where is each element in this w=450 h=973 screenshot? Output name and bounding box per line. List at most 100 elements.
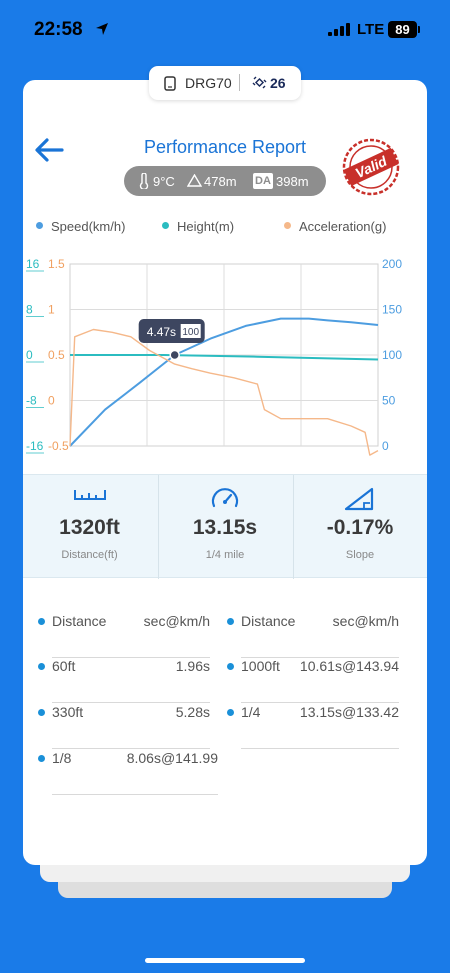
satellite-icon [252, 76, 267, 89]
ruler-icon [73, 490, 106, 500]
split-label: 60ft [52, 658, 76, 674]
stat-distance-value: 1320ft [59, 516, 120, 539]
legend-dot-acceleration [284, 222, 291, 229]
marker-badge-bg [180, 324, 201, 338]
legend-item-height[interactable]: Height(m) [162, 219, 234, 234]
page-title: Performance Report [143, 137, 307, 157]
divider [52, 794, 218, 795]
acceleration-axis-tick: 1.5 [48, 257, 65, 271]
legend-label-speed: Speed(km/h) [51, 219, 126, 234]
legend-label-acceleration: Acceleration(g) [299, 219, 387, 234]
back-arrow-icon[interactable] [34, 137, 64, 163]
split-row-330ft: 330ft 5.28s [38, 704, 210, 749]
stat-slope-value: -0.17% [326, 516, 394, 539]
split-row-quarter: 1/4 13.15s@133.42 [227, 704, 399, 749]
speed-axis-tick: 100 [382, 348, 402, 362]
device-pill[interactable]: DRG70 26 [149, 66, 301, 100]
speed-axis-tick: 150 [382, 303, 402, 317]
valid-stamp: Valid [342, 138, 400, 196]
splits-header-right: Distance sec@km/h [227, 613, 399, 658]
split-value: sec@km/h [143, 613, 210, 629]
acceleration-line [69, 328, 379, 456]
split-value: 8.06s@141.99 [126, 750, 218, 766]
stat-slope-label: Slope [345, 549, 375, 561]
split-value: 5.28s [175, 704, 210, 720]
conditions-pill: 9°C 478m DA 398m [124, 166, 326, 196]
da-badge: DA [253, 173, 273, 189]
status-time: 22:58 [34, 19, 83, 40]
performance-chart[interactable]: 16 8 0 -8 -16 1.5 1 0.5 0 -0.5 200 150 100 50 0 4.47s 10… [0, 250, 450, 460]
acceleration-axis-tick: 1 [48, 303, 55, 317]
device-icon [164, 76, 176, 91]
legend-label-height: Height(m) [177, 219, 235, 234]
device-name: DRG70 [185, 75, 232, 91]
home-indicator [145, 958, 305, 963]
speed-axis-tick: 200 [382, 257, 402, 271]
split-row-1000ft: 1000ft 10.61s@143.94 [227, 658, 399, 703]
battery-cap [418, 26, 420, 33]
bullet-dot [38, 663, 45, 670]
card-stack-back [58, 878, 392, 898]
split-row-eighth: 1/8 8.06s@141.99 [38, 750, 218, 795]
chart-legend: Speed(km/h) Height(m) Acceleration(g) [36, 219, 396, 239]
legend-dot-height [162, 222, 169, 229]
acceleration-axis-tick: 0 [48, 394, 55, 408]
bullet-dot [38, 755, 45, 762]
bullet-dot [38, 618, 45, 625]
legend-dot-speed [36, 222, 43, 229]
height-axis-tick: -8 [26, 394, 37, 408]
divider [52, 657, 210, 658]
split-value: 13.15s@133.42 [299, 704, 399, 720]
stat-time-value: 13.15s [192, 516, 258, 539]
split-value: sec@km/h [332, 613, 399, 629]
network-label: LTE [357, 21, 385, 38]
split-label: Distance [52, 613, 107, 629]
bullet-dot [227, 709, 234, 716]
divider [241, 748, 399, 749]
bullet-dot [227, 663, 234, 670]
divider [241, 657, 399, 658]
height-axis-tick: -16 [26, 439, 44, 453]
split-row-60ft: 60ft 1.96s [38, 658, 210, 703]
acceleration-axis-tick: -0.5 [48, 439, 69, 453]
divider [52, 748, 210, 749]
marker-point [169, 349, 180, 361]
thermometer-icon [139, 173, 149, 189]
bullet-dot [227, 618, 234, 625]
splits-header-left: Distance sec@km/h [38, 613, 210, 658]
altitude: 478m [204, 174, 237, 189]
stat-slope: -0.17% Slope [293, 475, 426, 579]
signal-icon [328, 23, 350, 36]
stat-time-label: 1/4 mile [205, 549, 245, 561]
battery-icon: 89 [388, 21, 417, 38]
height-axis-tick: 16 [26, 257, 40, 271]
acceleration-axis-tick: 0.5 [48, 348, 65, 362]
split-label: 1/4 [241, 704, 261, 720]
speedometer-icon [211, 488, 239, 508]
location-arrow-icon [96, 23, 108, 35]
speed-axis-tick: 0 [382, 439, 389, 453]
height-line [70, 354, 379, 361]
split-value: 1.96s [175, 658, 210, 674]
satellite-count: 26 [270, 75, 286, 91]
marker-badge: 100 [182, 327, 199, 338]
marker-time-label: 4.47s [147, 325, 176, 339]
speed-line [69, 317, 379, 447]
stat-distance: 1320ft Distance(ft) [23, 475, 156, 579]
stat-distance-label: Distance(ft) [61, 549, 118, 561]
slope-icon [344, 487, 374, 511]
speed-axis-tick: 50 [382, 394, 396, 408]
card-stack-middle [40, 860, 410, 882]
legend-item-speed[interactable]: Speed(km/h) [36, 219, 125, 234]
stamp-text: Valid [353, 153, 390, 182]
divider [52, 702, 210, 703]
legend-item-acceleration[interactable]: Acceleration(g) [284, 219, 386, 234]
stats-bar: 1320ft Distance(ft) 13.15s 1/4 mile -0.1… [23, 474, 427, 579]
divider [241, 702, 399, 703]
report-card [23, 80, 427, 865]
height-axis-tick: 8 [26, 303, 33, 317]
split-label: Distance [241, 613, 296, 629]
split-label: 330ft [52, 704, 84, 720]
split-value: 10.61s@143.94 [299, 658, 399, 674]
stat-time: 13.15s 1/4 mile [158, 475, 291, 579]
